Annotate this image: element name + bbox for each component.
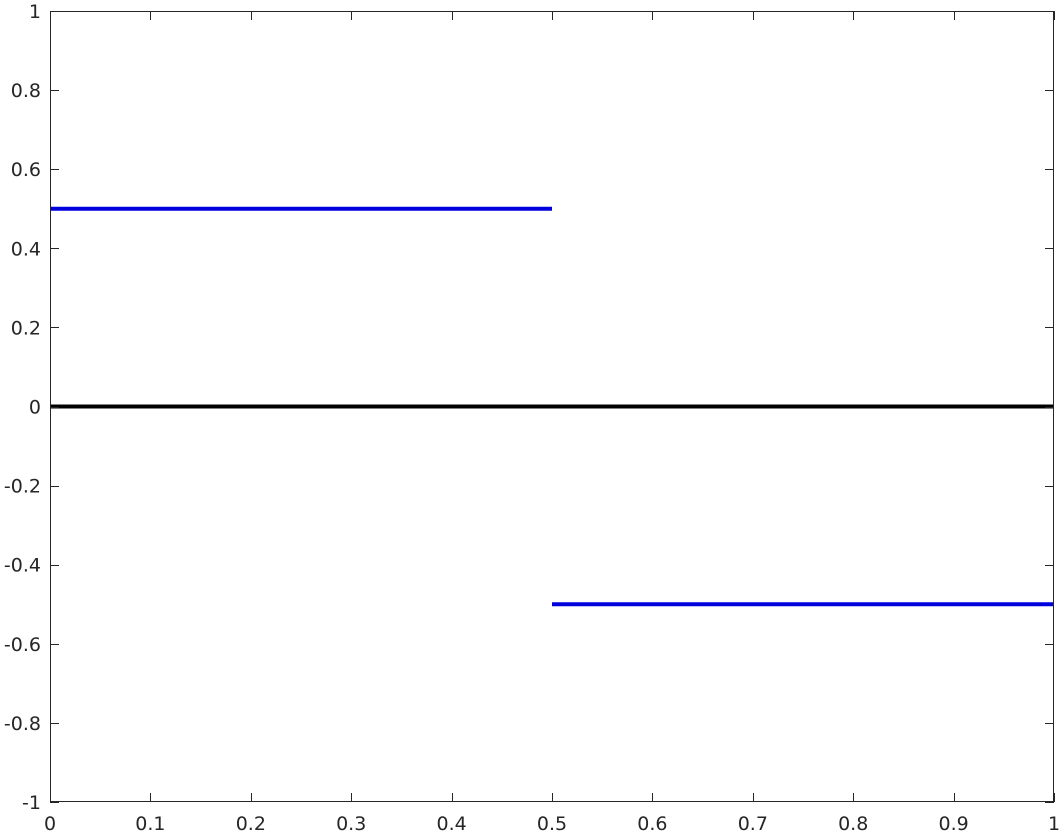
y-tick-label: -0.6 (4, 634, 41, 656)
y-tick-label: 0.4 (11, 238, 41, 260)
x-tick-label: 0.4 (436, 813, 466, 833)
x-tick-label: 0.2 (236, 813, 266, 833)
x-tick-labels: 0 0.1 0.2 0.3 0.4 0.5 0.6 0.7 0.8 0.9 1 (44, 813, 1060, 833)
y-tick-label: 1 (29, 1, 41, 23)
y-tick-label: 0.2 (11, 317, 41, 339)
y-tick-labels: 1 0.8 0.6 0.4 0.2 0 -0.2 -0.4 -0.6 -0.8 -1 (4, 1, 41, 814)
x-tick-label: 0.5 (537, 813, 567, 833)
x-tick-label: 0.7 (738, 813, 768, 833)
x-tick-label: 0.6 (637, 813, 667, 833)
y-tick-label: -0.2 (4, 476, 41, 498)
y-tick-label: 0.6 (11, 159, 41, 181)
x-tick-label: 1 (1048, 813, 1060, 833)
x-tick-label: 0.9 (938, 813, 968, 833)
x-tick-label: 0 (44, 813, 56, 833)
y-tick-label: -0.8 (4, 713, 41, 735)
x-tick-label: 0.8 (838, 813, 868, 833)
x-tick-label: 0.1 (135, 813, 165, 833)
y-tick-label: 0 (29, 397, 41, 419)
y-tick-label: 0.8 (11, 80, 41, 102)
tick-layer (50, 11, 1055, 803)
x-tick-label: 0.3 (336, 813, 366, 833)
y-tick-label: -0.4 (4, 555, 41, 577)
y-tick-label: -1 (22, 792, 41, 814)
series-layer (50, 206, 1054, 607)
